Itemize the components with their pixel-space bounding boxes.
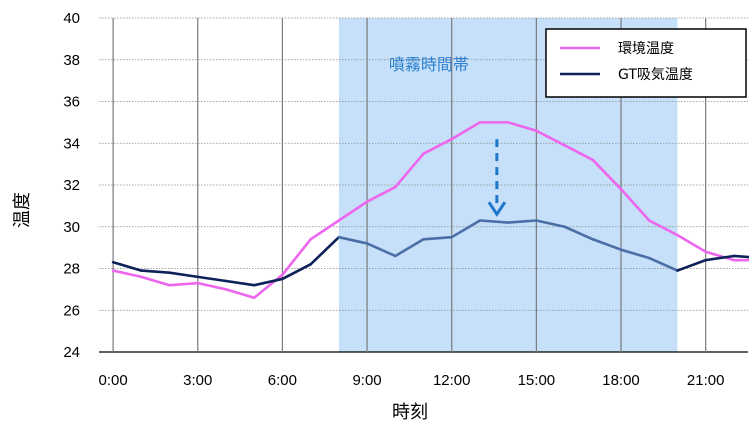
series-1-segment bbox=[196, 281, 228, 291]
series-2-segment bbox=[732, 254, 749, 259]
y-tick-label: 28 bbox=[63, 261, 80, 278]
series-2-segment bbox=[563, 225, 595, 241]
series-1-segment bbox=[309, 219, 341, 241]
series-2-segment bbox=[619, 248, 651, 260]
x-tick-label: 0:00 bbox=[99, 372, 128, 389]
dashed-arrow-head bbox=[487, 201, 507, 217]
series-1-segment bbox=[647, 219, 679, 237]
legend-box bbox=[545, 28, 747, 98]
series-layer bbox=[111, 121, 749, 300]
y-tick-label: 24 bbox=[63, 344, 80, 361]
y-tick-label: 36 bbox=[63, 94, 80, 111]
series-2-segment bbox=[365, 242, 397, 258]
series-2-segment bbox=[196, 275, 228, 283]
legend: 環境温度 GT吸気温度 bbox=[545, 28, 747, 98]
series-1-segment bbox=[168, 281, 200, 287]
y-axis-title: 温度 bbox=[12, 192, 33, 228]
x-tick-label: 9:00 bbox=[352, 372, 381, 389]
series-1-segment bbox=[676, 233, 707, 254]
series-2-segment bbox=[281, 263, 312, 281]
series-2-segment bbox=[224, 279, 256, 287]
series-1-segment bbox=[111, 269, 143, 279]
tick-layer: 24 26 28 30 32 34 36 38 40 0:00 3:00 6:00 9:00 12:00 1… bbox=[63, 10, 724, 389]
series-1-segment bbox=[506, 121, 538, 133]
series-2-segment bbox=[478, 219, 510, 224]
series-1-segment bbox=[704, 250, 736, 262]
x-tick-label: 12:00 bbox=[433, 372, 471, 389]
series-1-segment bbox=[337, 200, 369, 222]
series-2-segment bbox=[506, 219, 538, 224]
series-1-segment bbox=[252, 273, 284, 300]
x-tick-label: 21:00 bbox=[687, 372, 725, 389]
series-2-segment bbox=[535, 219, 566, 229]
series-2-segment bbox=[422, 235, 454, 241]
spray-time-band-label: 噴霧時間帯 bbox=[389, 55, 469, 74]
legend-label: GT吸気温度 bbox=[618, 67, 693, 83]
y-tick-label: 34 bbox=[63, 135, 80, 152]
y-tick-label: 32 bbox=[63, 177, 80, 194]
series-1-segment bbox=[393, 152, 425, 189]
series-1-segment bbox=[281, 237, 312, 277]
series-1-segment bbox=[365, 185, 397, 203]
annotation-layer bbox=[487, 139, 507, 217]
series-2-segment bbox=[450, 219, 482, 239]
series-2-segment bbox=[676, 258, 707, 272]
y-tick-label: 30 bbox=[63, 219, 80, 236]
legend-label: 環境温度 bbox=[618, 41, 674, 57]
series-1-segment bbox=[140, 275, 171, 287]
series-2-segment bbox=[704, 254, 736, 262]
series-2-segment bbox=[168, 271, 200, 279]
series-1-segment bbox=[591, 158, 623, 191]
series-2-segment bbox=[140, 269, 171, 274]
x-tick-label: 18:00 bbox=[602, 372, 640, 389]
series-1-segment bbox=[450, 121, 482, 141]
series-2-segment bbox=[647, 256, 679, 272]
series-2-segment bbox=[337, 235, 369, 245]
series-1-segment bbox=[563, 144, 595, 162]
x-tick-label: 3:00 bbox=[183, 372, 212, 389]
series-1-segment bbox=[535, 129, 566, 147]
series-2-segment bbox=[393, 237, 425, 258]
y-tick-label: 40 bbox=[63, 10, 80, 27]
series-1-segment bbox=[224, 288, 256, 300]
series-2-segment bbox=[252, 277, 284, 287]
x-tick-label: 15:00 bbox=[518, 372, 556, 389]
series-1-segment bbox=[619, 187, 651, 222]
series-2-segment bbox=[591, 237, 623, 252]
series-2-segment bbox=[309, 235, 341, 266]
series-1-segment bbox=[422, 137, 454, 155]
y-tick-label: 38 bbox=[63, 52, 80, 69]
y-tick-label: 26 bbox=[63, 302, 80, 319]
x-axis-title: 時刻 bbox=[392, 402, 428, 423]
x-tick-label: 6:00 bbox=[268, 372, 297, 389]
series-2-segment bbox=[111, 260, 143, 272]
